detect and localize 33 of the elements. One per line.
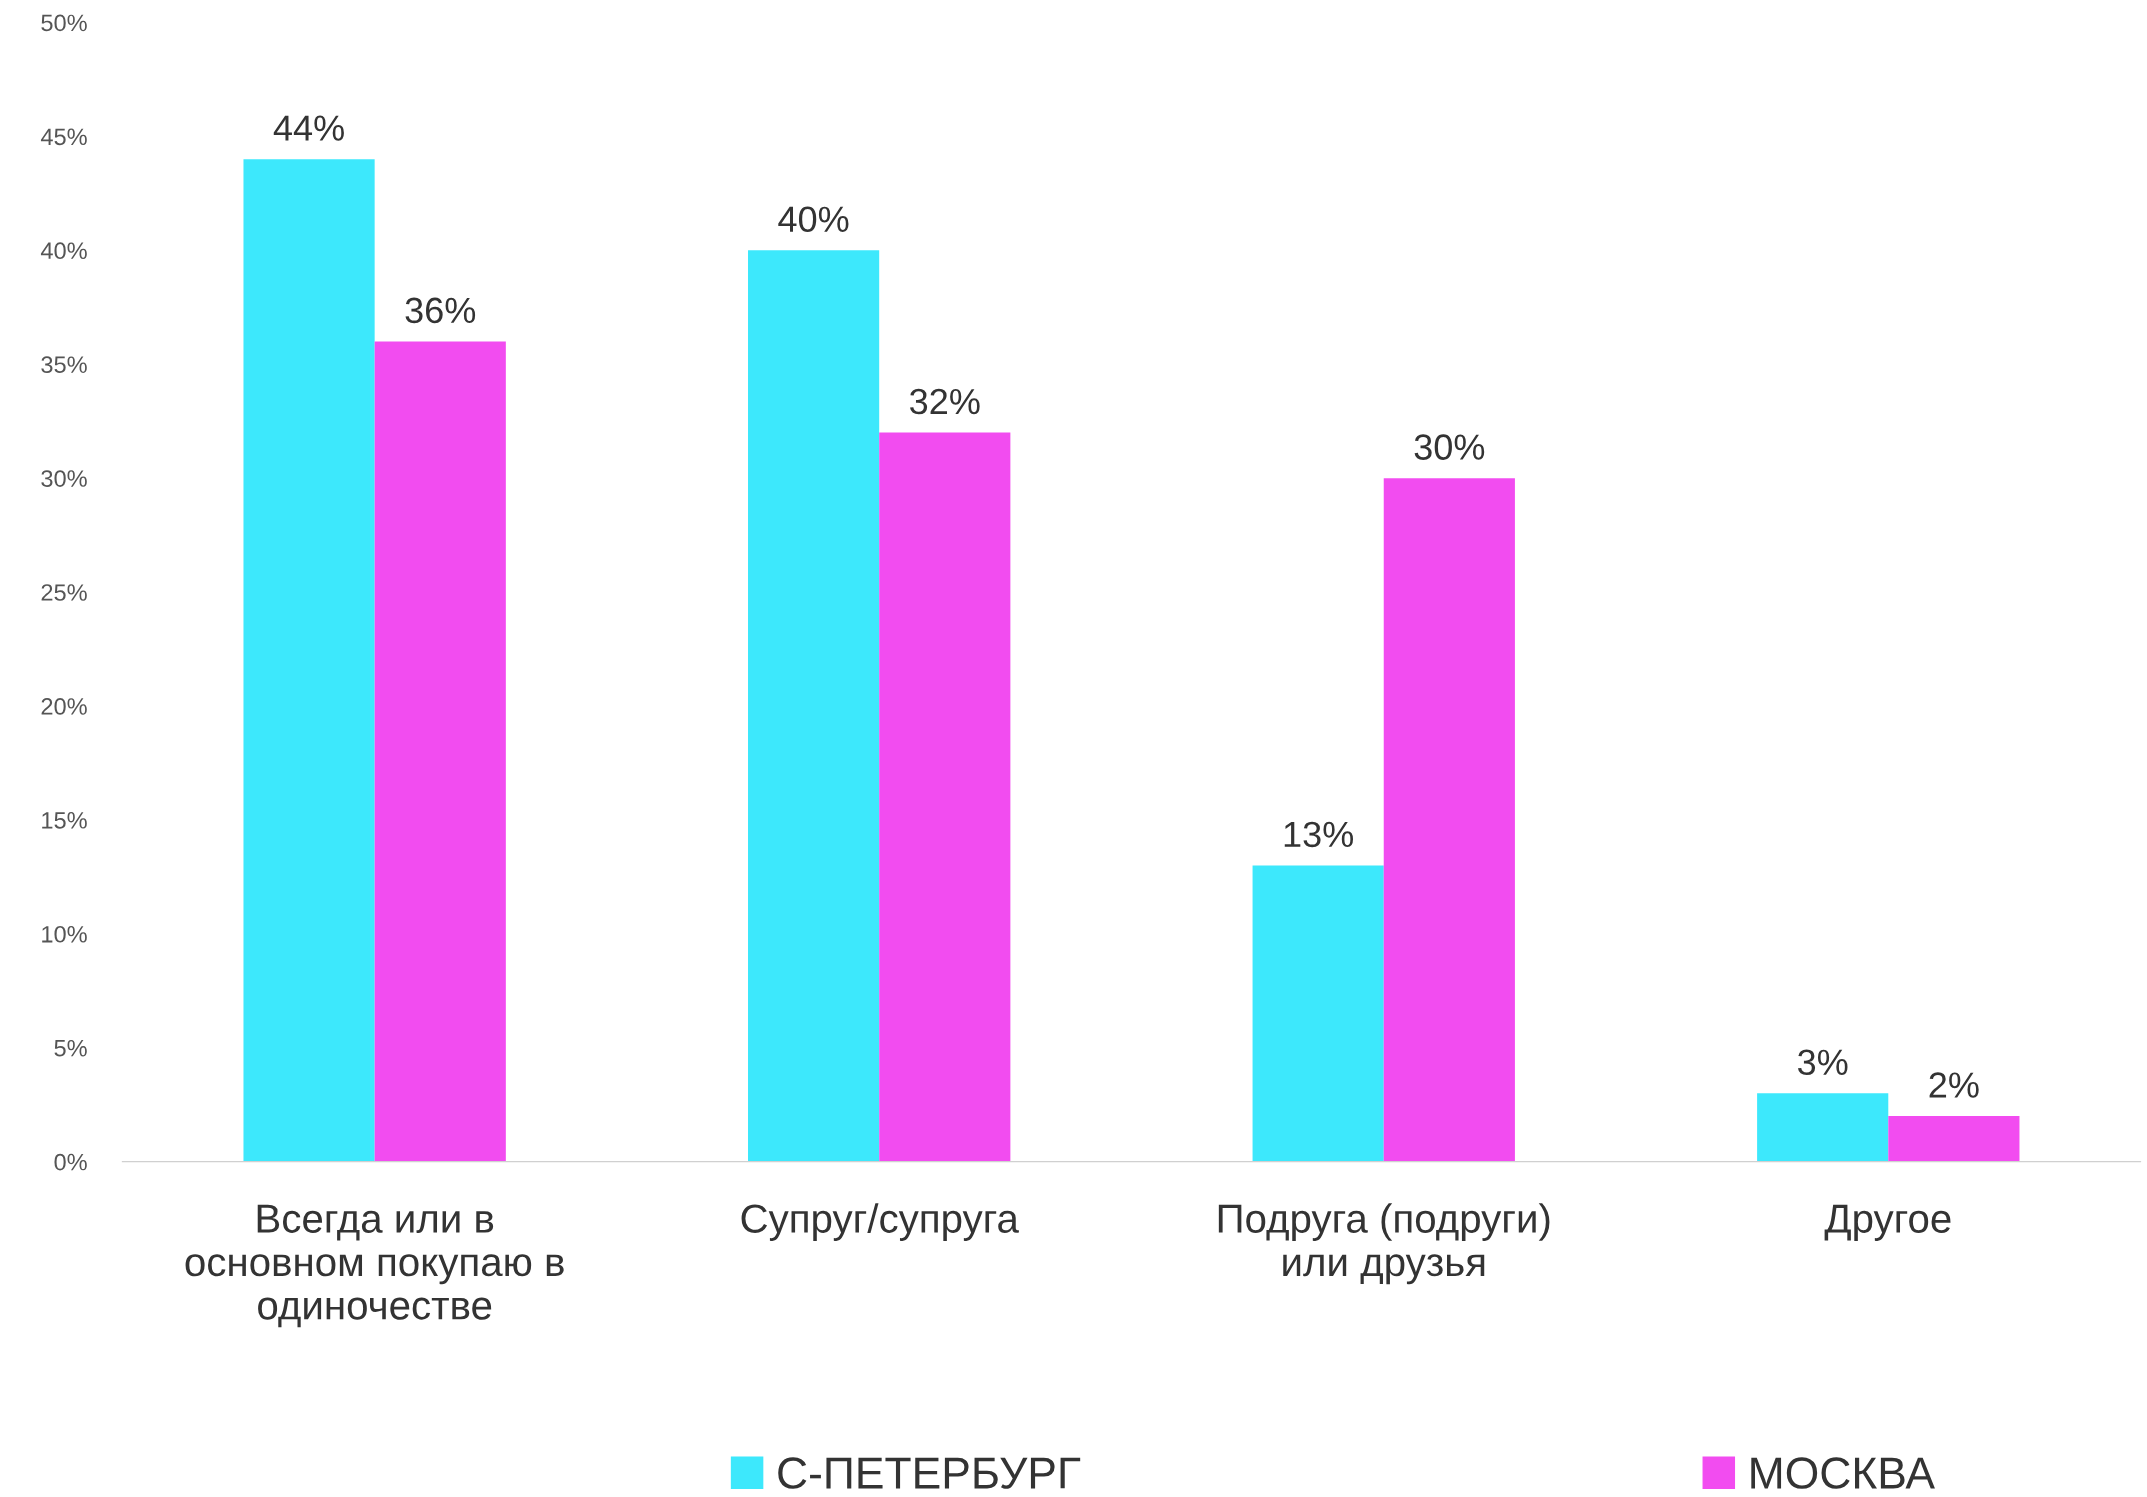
data-label: 36% xyxy=(405,297,476,324)
bar xyxy=(1383,478,1515,1162)
legend-label: МОСКВА xyxy=(1751,1457,1935,1489)
bar xyxy=(879,432,1011,1162)
data-label: 13% xyxy=(1284,821,1353,848)
y-tick-label: 45% xyxy=(40,128,87,146)
bar xyxy=(748,250,880,1162)
y-tick-label: 20% xyxy=(41,698,87,715)
bar xyxy=(1888,1116,2020,1162)
y-tick-label: 30% xyxy=(41,470,87,487)
legend-label: С-ПЕТЕРБУРГ xyxy=(778,1457,1081,1489)
x-tick-label: Всегда или в основном покупаю в одиночестве xyxy=(185,1204,564,1328)
data-label: 30% xyxy=(1414,434,1485,460)
y-tick-label: 35% xyxy=(41,356,87,374)
data-label: 32% xyxy=(910,388,980,415)
bar xyxy=(1252,865,1384,1162)
bar xyxy=(1757,1093,1889,1162)
x-tick-label: Подруга (подруги) или друзья xyxy=(1218,1203,1550,1285)
y-tick-label: 5% xyxy=(54,1039,87,1057)
y-tick-label: 25% xyxy=(41,584,87,601)
bar xyxy=(243,159,375,1162)
y-tick-label: 10% xyxy=(42,925,87,943)
data-label: 2% xyxy=(1929,1072,1979,1098)
data-label: 3% xyxy=(1797,1049,1848,1076)
x-tick-label: Другое xyxy=(1824,1204,1951,1241)
y-tick-label: 40% xyxy=(40,242,87,260)
y-tick-label: 15% xyxy=(42,812,87,829)
data-label: 40% xyxy=(778,206,849,233)
data-label: 44% xyxy=(273,115,344,141)
x-tick-label: Супруг/супруга xyxy=(741,1203,1019,1241)
y-tick-label: 0% xyxy=(54,1153,87,1171)
y-tick-label: 50% xyxy=(41,14,87,32)
bar xyxy=(374,341,506,1162)
